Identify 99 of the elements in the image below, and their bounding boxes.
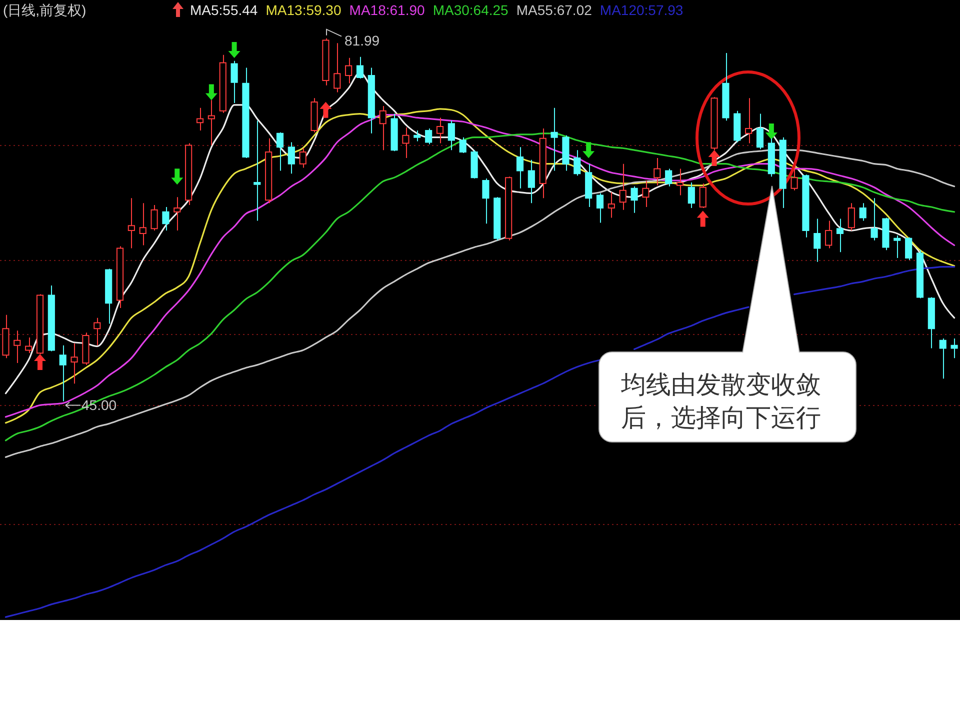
candlestick (208, 100, 215, 146)
candlestick (414, 130, 421, 142)
candlestick (802, 174, 810, 238)
candlestick (128, 198, 135, 249)
candlestick (836, 218, 844, 253)
candlestick (334, 42, 341, 93)
candlestick (734, 110, 741, 143)
candlestick (950, 338, 958, 359)
chart-title: (日线,前复权) (3, 2, 86, 18)
candlestick (539, 128, 546, 199)
candlestick (722, 52, 730, 122)
candlestick (48, 284, 55, 352)
candlestick (585, 163, 592, 208)
candlestick (356, 56, 364, 79)
candlestick (116, 246, 124, 309)
candlestick (928, 296, 935, 349)
candlestick (688, 182, 695, 208)
text: MA30:64.25 (432, 2, 509, 18)
text: MA13:59.30 (266, 2, 342, 18)
candlestick (368, 67, 375, 134)
candlestick (196, 107, 204, 131)
candlestick (254, 120, 261, 222)
candlestick (162, 206, 170, 232)
candlestick (562, 134, 570, 172)
point (708, 150, 720, 166)
candlestick (59, 344, 66, 402)
candlestick (230, 60, 238, 104)
candlestick (574, 150, 581, 176)
candlestick (859, 202, 866, 222)
candlestick (745, 98, 752, 144)
candlestick (139, 202, 146, 246)
candlestick (939, 338, 946, 380)
point (320, 102, 332, 118)
point (582, 142, 595, 158)
point (228, 42, 240, 58)
candlestick (185, 142, 192, 206)
candlestick (14, 330, 21, 364)
candlestick (596, 192, 604, 224)
candlestick (310, 98, 318, 133)
candlestick (756, 113, 764, 150)
candlestick (174, 196, 181, 232)
candlestick (870, 198, 878, 241)
candlestick (550, 107, 558, 172)
text: MA18:61.90 (349, 2, 426, 18)
candlestick (470, 150, 478, 180)
candlestick (390, 113, 398, 152)
candlestick (70, 342, 78, 384)
candlestick (779, 136, 786, 208)
candlestick (494, 196, 501, 241)
candlestick (82, 332, 90, 366)
text: MA120:57.93 (600, 2, 684, 18)
candlestick (699, 182, 706, 208)
candlestick (322, 38, 330, 86)
point (171, 168, 184, 185)
candlestick (25, 336, 32, 354)
candlestick (642, 180, 650, 208)
point (34, 354, 46, 370)
candlestick (894, 234, 901, 259)
point (765, 123, 778, 140)
candlestick (848, 202, 855, 232)
candlestick (345, 57, 352, 84)
text: MA55:67.02 (516, 2, 592, 18)
candlestick (436, 117, 444, 144)
candlestick (242, 67, 250, 158)
text: MA5:55.44 (190, 2, 258, 18)
candlestick (402, 127, 410, 158)
candlestick (482, 178, 490, 224)
candlestick (882, 217, 890, 251)
candlestick (676, 168, 684, 196)
candlestick (150, 204, 158, 232)
candlestick (768, 138, 775, 178)
candlestick (916, 250, 924, 299)
candlestick (665, 168, 672, 187)
point (696, 210, 709, 227)
candlestick (265, 138, 272, 204)
candlestick (505, 176, 512, 241)
candlestick (379, 105, 386, 151)
candlestick (288, 142, 295, 174)
candlestick (905, 236, 912, 260)
candlestick (459, 136, 466, 154)
candlestick (299, 148, 306, 168)
candlestick (276, 132, 284, 172)
candlestick (219, 54, 226, 114)
candlestick (516, 146, 524, 189)
candlestick (619, 163, 626, 210)
candlestick (528, 159, 535, 204)
candlestick (825, 220, 832, 249)
candlestick (630, 186, 638, 214)
candlestick (448, 120, 455, 151)
candlestick (94, 317, 101, 346)
candlestick (425, 128, 432, 145)
candlestick (608, 192, 615, 218)
candlestick (814, 218, 821, 262)
point (205, 84, 218, 100)
annotation: 均线由发散变收敛后，选择向下运行 (620, 371, 821, 432)
annotation: 81.99 (344, 32, 380, 48)
candlestick (654, 157, 661, 186)
candlestick (790, 167, 798, 191)
candlestick (105, 268, 112, 324)
